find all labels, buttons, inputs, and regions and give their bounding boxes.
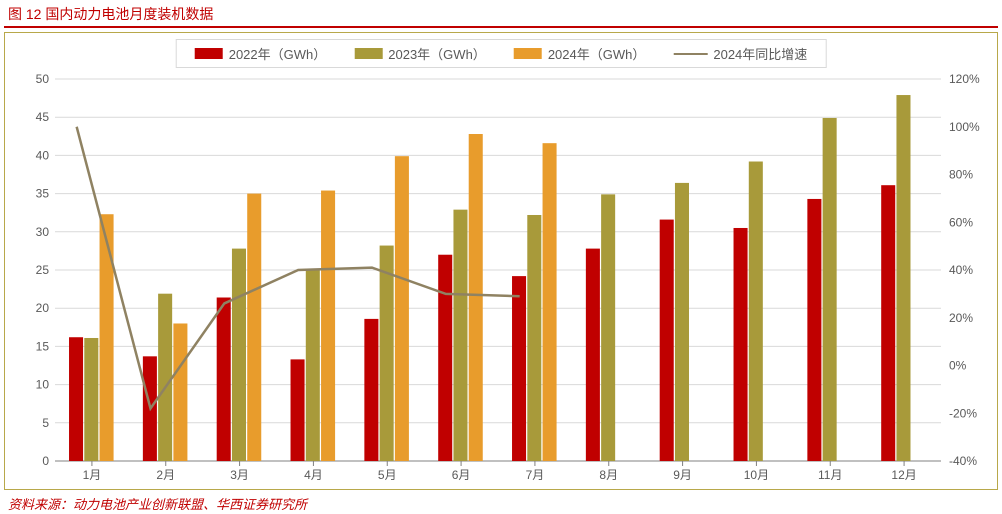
bar: [543, 143, 557, 461]
bar: [247, 194, 261, 461]
bar: [512, 276, 526, 461]
bar: [881, 185, 895, 461]
bar: [469, 134, 483, 461]
bar: [173, 323, 187, 461]
svg-text:30: 30: [36, 225, 50, 239]
legend-label: 2023年（GWh）: [388, 44, 486, 63]
bar: [527, 215, 541, 461]
legend-swatch-growth: [673, 53, 707, 55]
bar: [453, 210, 467, 461]
svg-text:20: 20: [36, 301, 50, 315]
svg-text:3月: 3月: [230, 468, 249, 482]
bar: [306, 269, 320, 461]
svg-text:6月: 6月: [452, 468, 471, 482]
svg-text:20%: 20%: [949, 311, 973, 325]
svg-text:8月: 8月: [599, 468, 618, 482]
svg-text:10: 10: [36, 378, 50, 392]
bar: [601, 194, 615, 461]
legend-item-2024: 2024年（GWh）: [514, 44, 646, 63]
bar: [395, 156, 409, 461]
bar: [586, 249, 600, 461]
bar: [749, 162, 763, 461]
bar: [734, 228, 748, 461]
svg-text:0: 0: [42, 454, 49, 468]
svg-text:2月: 2月: [156, 468, 175, 482]
svg-text:60%: 60%: [949, 215, 973, 229]
svg-text:15: 15: [36, 339, 50, 353]
svg-text:0%: 0%: [949, 359, 967, 373]
bar: [675, 183, 689, 461]
bar: [69, 337, 83, 461]
svg-text:7月: 7月: [526, 468, 545, 482]
legend-label: 2022年（GWh）: [229, 44, 327, 63]
legend-swatch-2023: [354, 48, 382, 59]
svg-text:10月: 10月: [744, 468, 769, 482]
svg-text:11月: 11月: [818, 468, 842, 482]
svg-text:40: 40: [36, 148, 50, 162]
legend-item-2022: 2022年（GWh）: [195, 44, 327, 63]
chart-plot: 0 5 10 15 20 25 30 35 40 45 50 -40% -20% 0% 20% 40% 60% 8…: [5, 69, 997, 489]
svg-text:80%: 80%: [949, 168, 973, 182]
svg-text:40%: 40%: [949, 263, 973, 277]
svg-text:5: 5: [42, 416, 49, 430]
source-line: 资料来源：动力电池产业创新联盟、华西证券研究所: [0, 490, 1002, 513]
svg-text:25: 25: [36, 263, 50, 277]
legend-swatch-2022: [195, 48, 223, 59]
svg-text:12月: 12月: [891, 468, 916, 482]
bar: [291, 359, 305, 461]
svg-text:-40%: -40%: [949, 454, 977, 468]
bar: [438, 255, 452, 461]
svg-text:45: 45: [36, 110, 50, 124]
bar: [84, 338, 98, 461]
legend-label: 2024年同比增速: [713, 44, 807, 63]
svg-text:35: 35: [36, 187, 50, 201]
bar: [896, 95, 910, 461]
svg-text:9月: 9月: [673, 468, 692, 482]
bar: [321, 191, 335, 461]
svg-text:4月: 4月: [304, 468, 323, 482]
title-rule: [4, 26, 998, 28]
chart-container: 2022年（GWh） 2023年（GWh） 2024年（GWh） 2024年同比…: [4, 32, 998, 490]
legend-label: 2024年（GWh）: [548, 44, 646, 63]
legend-item-2023: 2023年（GWh）: [354, 44, 486, 63]
figure-title: 图 12 国内动力电池月度装机数据: [0, 0, 1002, 26]
legend: 2022年（GWh） 2023年（GWh） 2024年（GWh） 2024年同比…: [176, 39, 827, 68]
bar: [380, 246, 394, 461]
bar: [232, 249, 246, 461]
legend-swatch-2024: [514, 48, 542, 59]
bar: [660, 220, 674, 461]
bar: [823, 118, 837, 461]
svg-text:1月: 1月: [83, 468, 102, 482]
bar: [364, 319, 378, 461]
legend-item-growth: 2024年同比增速: [673, 44, 807, 63]
bar: [158, 294, 172, 461]
bar: [100, 214, 114, 461]
svg-text:-20%: -20%: [949, 406, 977, 420]
svg-text:50: 50: [36, 72, 50, 86]
bar: [807, 199, 821, 461]
bar: [217, 298, 231, 461]
svg-text:120%: 120%: [949, 72, 980, 86]
svg-text:5月: 5月: [378, 468, 397, 482]
svg-text:100%: 100%: [949, 120, 980, 134]
